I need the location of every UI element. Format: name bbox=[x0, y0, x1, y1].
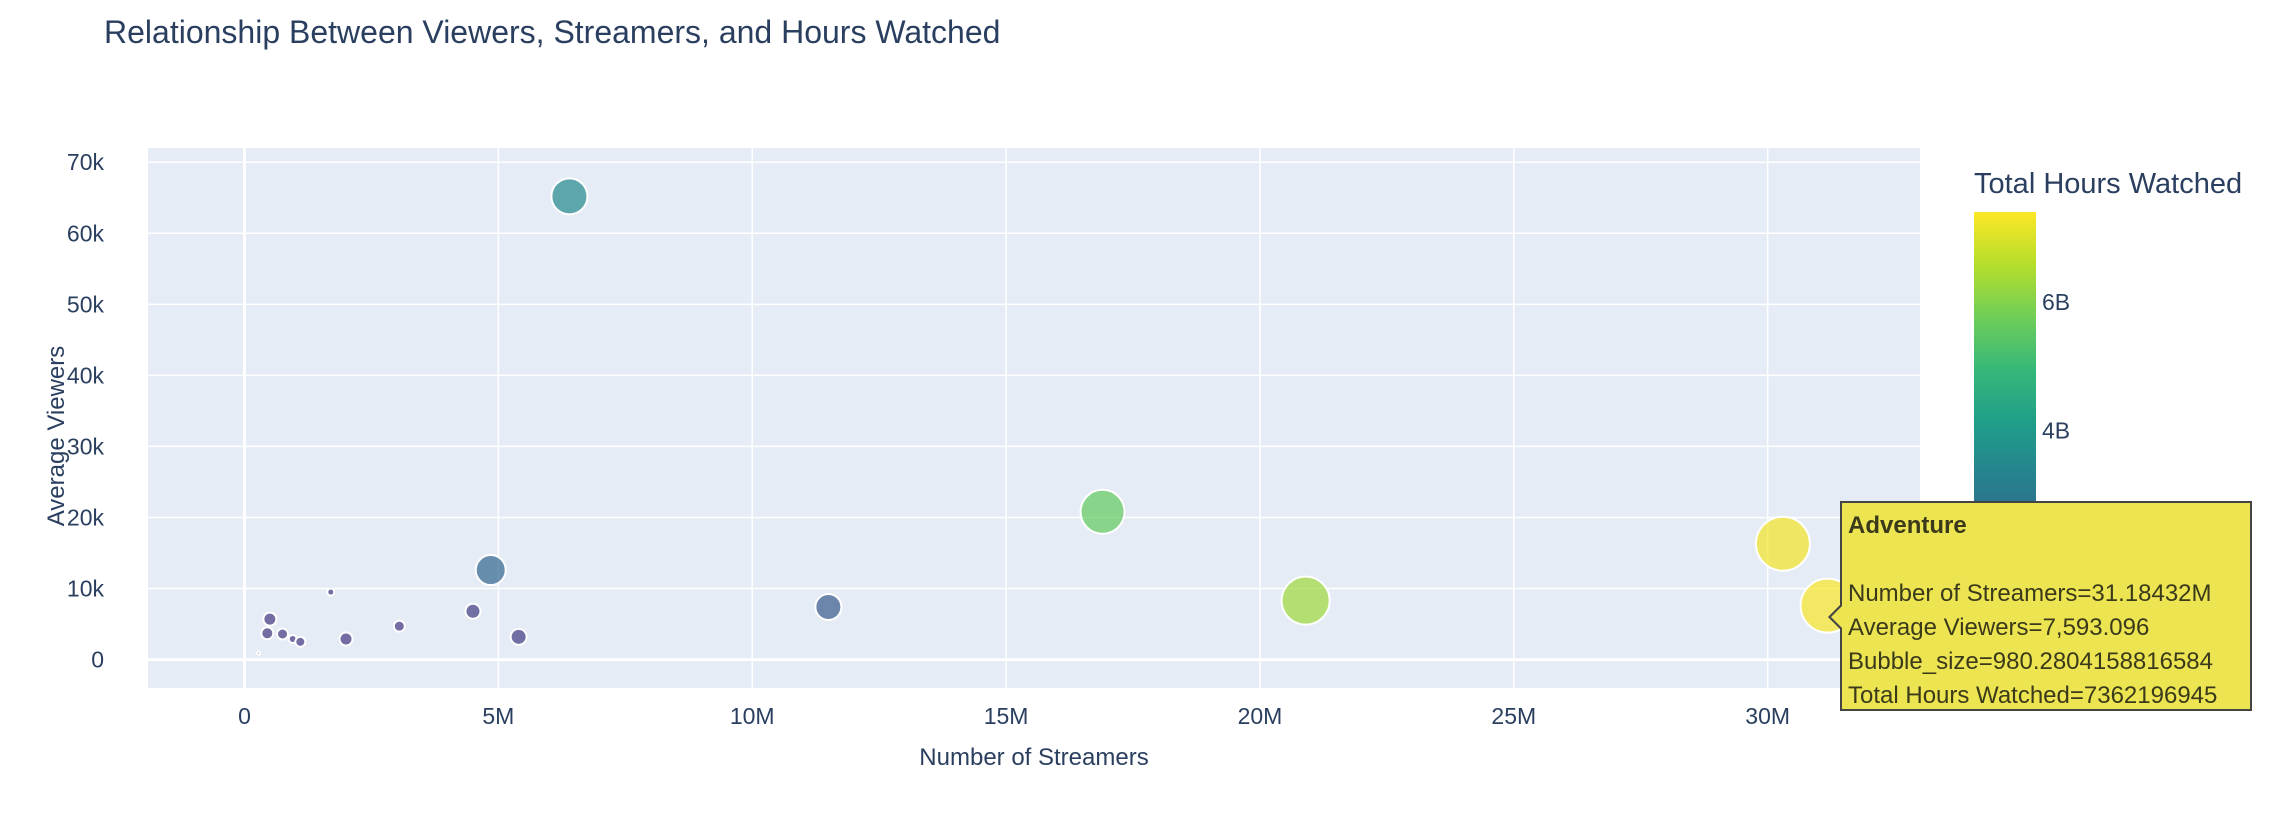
tooltip-title: Adventure bbox=[1848, 512, 1967, 539]
chart-title: Relationship Between Viewers, Streamers,… bbox=[104, 14, 1001, 50]
y-tick-label: 20k bbox=[67, 504, 105, 530]
tooltip-line: Total Hours Watched=7362196945 bbox=[1848, 682, 2218, 709]
y-axis-title: Average Viewers bbox=[43, 346, 70, 527]
data-point[interactable] bbox=[509, 627, 528, 646]
data-point[interactable] bbox=[256, 650, 262, 656]
tooltip-line: Number of Streamers=31.18432M bbox=[1848, 580, 2212, 607]
data-point[interactable] bbox=[814, 593, 843, 621]
x-tick-label: 30M bbox=[1745, 703, 1790, 729]
x-axis-ticks: 0 5M 10M 15M 20M 25M 30M bbox=[238, 703, 1790, 729]
y-tick-label: 10k bbox=[67, 576, 105, 602]
data-point[interactable] bbox=[338, 631, 354, 647]
tooltip-line: Bubble_size=980.2804158816584 bbox=[1848, 648, 2214, 675]
data-point[interactable] bbox=[262, 611, 278, 627]
data-point[interactable] bbox=[474, 554, 507, 587]
data-points[interactable] bbox=[256, 177, 1856, 656]
y-tick-label: 50k bbox=[67, 291, 105, 317]
data-point[interactable] bbox=[392, 619, 406, 633]
y-tick-label: 70k bbox=[67, 149, 105, 175]
y-tick-label: 60k bbox=[67, 220, 105, 246]
x-gridlines bbox=[242, 148, 1769, 688]
data-point[interactable] bbox=[1280, 575, 1331, 626]
y-tick-label: 40k bbox=[67, 362, 105, 388]
colorbar-ticks: 4B 6B bbox=[2042, 289, 2070, 444]
data-point[interactable] bbox=[1079, 488, 1126, 535]
y-axis-ticks: 0 10k 20k 30k 40k 50k 60k 70k bbox=[67, 149, 105, 672]
data-point[interactable] bbox=[464, 602, 482, 620]
x-tick-label: 5M bbox=[482, 703, 514, 729]
y-gridlines bbox=[148, 161, 1920, 662]
plot-area bbox=[148, 148, 1920, 688]
colorbar-tick-label: 6B bbox=[2042, 289, 2070, 315]
y-tick-label: 30k bbox=[67, 433, 105, 459]
data-point[interactable] bbox=[260, 626, 275, 641]
x-tick-label: 20M bbox=[1238, 703, 1283, 729]
x-tick-label: 0 bbox=[238, 703, 251, 729]
data-point[interactable] bbox=[276, 627, 290, 641]
hover-tooltip: Adventure Number of Streamers=31.18432M … bbox=[1828, 501, 2252, 711]
data-point[interactable] bbox=[326, 587, 336, 597]
data-point[interactable] bbox=[1754, 515, 1811, 572]
y-tick-label: 0 bbox=[91, 647, 104, 673]
colorbar-tick-label: 4B bbox=[2042, 418, 2070, 444]
x-tick-label: 10M bbox=[730, 703, 775, 729]
data-point[interactable] bbox=[550, 177, 589, 216]
x-axis-title: Number of Streamers bbox=[919, 744, 1148, 771]
tooltip-line: Average Viewers=7,593.096 bbox=[1848, 614, 2150, 641]
x-tick-label: 15M bbox=[984, 703, 1029, 729]
colorbar-title: Total Hours Watched bbox=[1974, 168, 2243, 200]
x-tick-label: 25M bbox=[1491, 703, 1536, 729]
data-point[interactable] bbox=[294, 635, 307, 648]
tooltip-arrow-fill bbox=[1831, 605, 1843, 629]
